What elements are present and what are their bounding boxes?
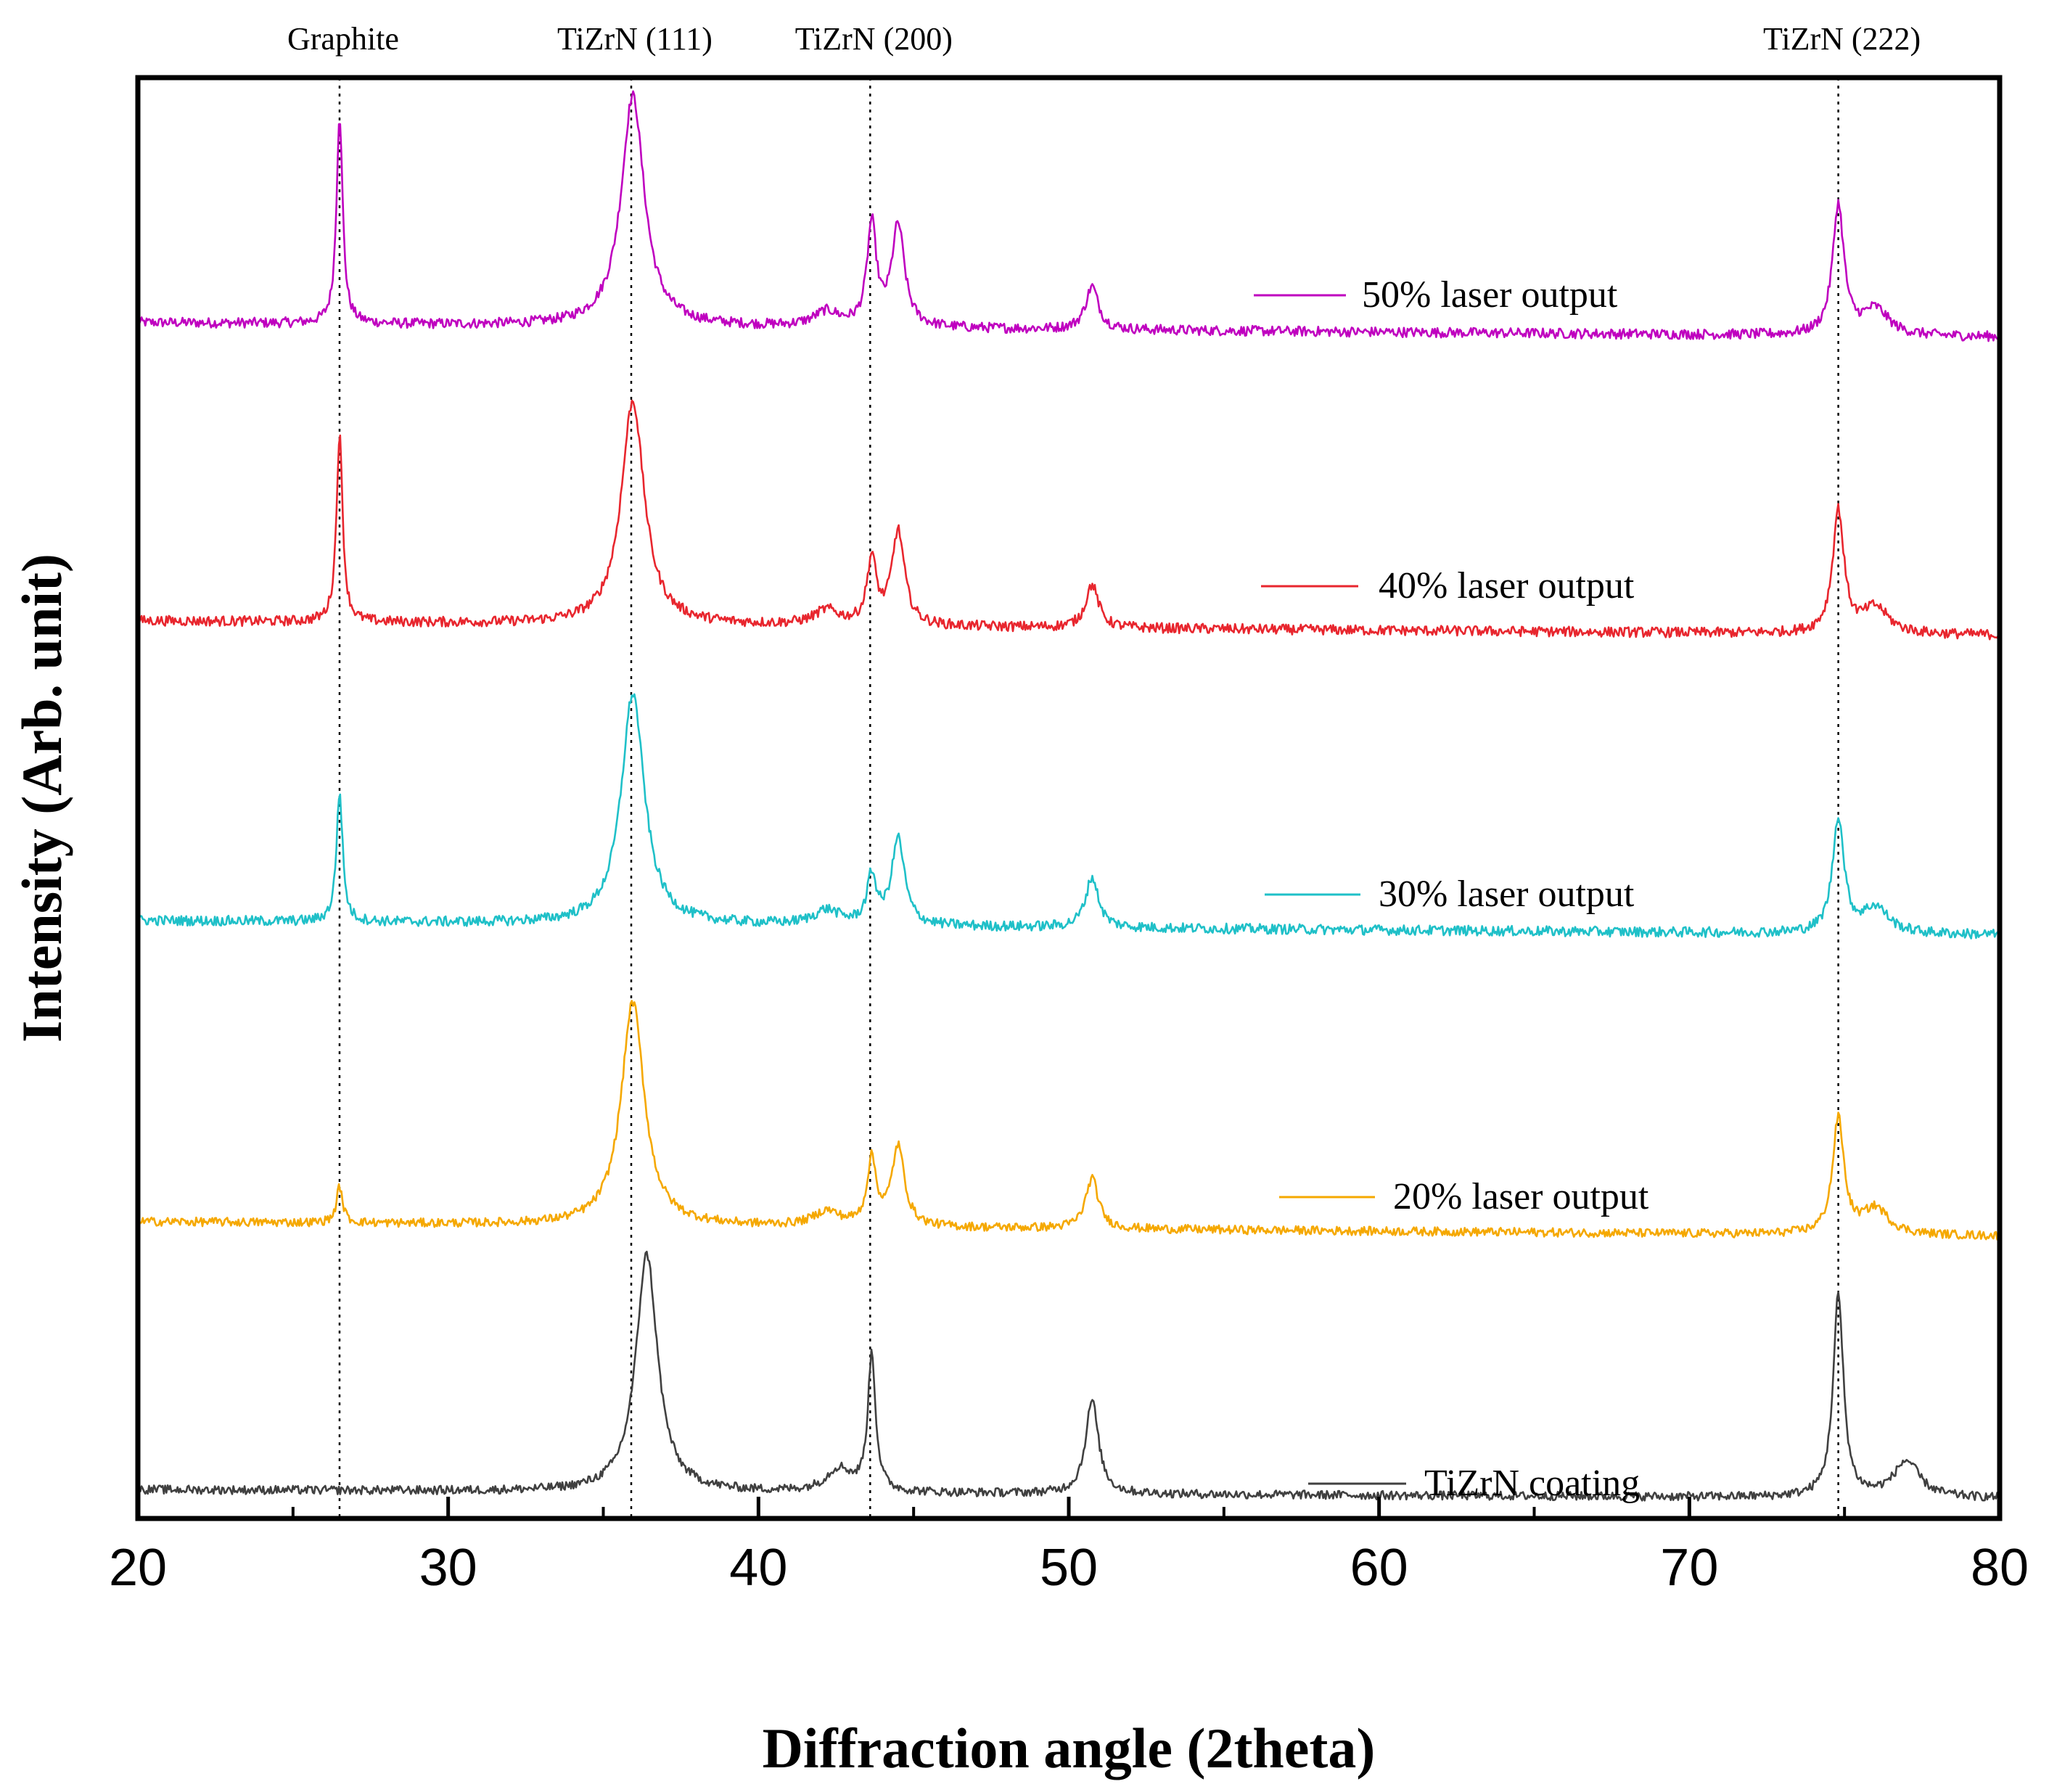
x-tick-label: 70 [1660, 1539, 1718, 1597]
reference-label: TiZrN (111) [557, 21, 713, 57]
legend-label: 20% laser output [1393, 1176, 1649, 1217]
reference-label: Graphite [287, 21, 399, 57]
x-tick-label: 60 [1350, 1539, 1408, 1597]
reference-label: TiZrN (200) [795, 21, 953, 57]
x-tick-label: 20 [109, 1539, 167, 1597]
reference-lines: Graphite TiZrN (111) TiZrN (200) TiZrN (222… [287, 21, 1921, 1518]
x-tick-label: 50 [1040, 1539, 1098, 1597]
x-tick-label: 40 [729, 1539, 787, 1597]
x-axis: 20 30 40 50 60 70 80 [109, 1497, 2029, 1597]
legend-label: 30% laser output [1379, 874, 1635, 915]
legend-label: TiZrN coating [1424, 1463, 1640, 1504]
plot-frame [135, 75, 2003, 1521]
y-axis-label: Intensity (Arb. unit) [10, 554, 73, 1043]
x-tick-label: 80 [1971, 1539, 2029, 1597]
series-line [136, 1000, 2001, 1241]
series-group [136, 90, 2001, 1502]
series-line [136, 399, 2001, 641]
legend-label: 50% laser output [1362, 274, 1618, 316]
series-line [136, 693, 2001, 940]
legend-label: 40% laser output [1379, 565, 1635, 607]
reference-label: TiZrN (222) [1763, 21, 1921, 57]
x-tick-label: 30 [419, 1539, 477, 1597]
legend: 50% laser output 40% laser output 30% lase… [1254, 274, 1649, 1504]
series-line [136, 1250, 2001, 1502]
series-line [136, 90, 2000, 342]
x-axis-label: Diffraction angle (2theta) [763, 1717, 1376, 1780]
